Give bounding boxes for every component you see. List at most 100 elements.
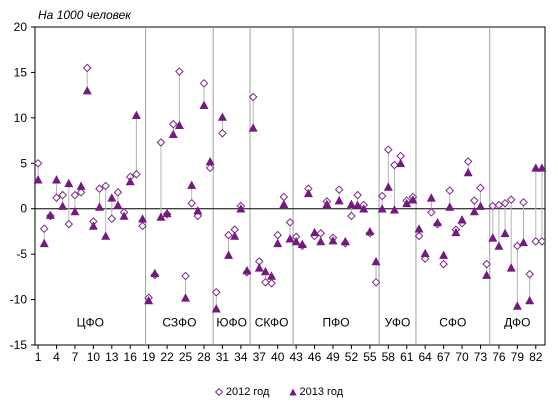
x-tick-label: 49 [326, 350, 340, 364]
point-2012 [396, 151, 405, 161]
point-2013 [70, 206, 80, 216]
point-2013 [76, 181, 86, 190]
diamond-open-icon [214, 388, 223, 396]
point-2012 [205, 163, 215, 173]
chart-svg: 20 15 10 5 0 -5 -10 -15 1 4 7 10 13 16 19 22 25 28 31 34 37 4… [10, 20, 547, 364]
x-tick-label: 58 [382, 350, 396, 364]
point-2013 [211, 304, 221, 313]
x-tick-label: 70 [455, 350, 469, 364]
x-tick-label: 19 [142, 350, 156, 364]
point-2013 [389, 205, 399, 214]
point-2012 [218, 128, 227, 138]
district-label: ЦФО [77, 315, 104, 329]
point-2013 [531, 163, 541, 172]
point-2012 [390, 160, 399, 170]
point-2012 [76, 188, 86, 197]
point-2013 [174, 120, 184, 129]
y-tick-label: 15 [14, 65, 28, 79]
legend-label-2012: 2012 год [225, 386, 270, 398]
point-2012 [384, 145, 393, 154]
point-2013 [414, 224, 424, 233]
point-2012 [181, 271, 190, 281]
point-2012 [537, 237, 547, 246]
point-2012 [52, 193, 61, 203]
point-2012 [445, 186, 455, 195]
point-2013 [181, 293, 191, 302]
point-2012 [33, 158, 43, 168]
point-2013 [101, 231, 111, 240]
x-tick-label: 64 [419, 350, 433, 364]
point-2012 [531, 237, 541, 246]
point-2012 [470, 196, 479, 205]
point-2013 [217, 112, 227, 121]
point-2013 [39, 238, 49, 248]
chart-legend: 2012 год 2013 год [0, 386, 558, 399]
point-2012 [156, 138, 166, 147]
legend-item-2012: 2012 год [214, 386, 270, 398]
point-2013 [475, 201, 485, 210]
district-label: ПФО [323, 315, 350, 329]
legend-label-2013: 2013 год [299, 386, 344, 398]
district-label: ДФО [504, 315, 530, 329]
point-2013 [107, 193, 117, 202]
x-tick-label: 1 [35, 350, 42, 364]
x-tick-label: 43 [289, 350, 303, 364]
point-2013 [205, 156, 215, 166]
point-2013 [58, 201, 68, 210]
x-tick-label: 13 [105, 350, 119, 364]
point-2013 [254, 263, 264, 272]
y-tick-label: 0 [20, 202, 27, 216]
legend-item-2013: 2013 год [288, 386, 344, 398]
y-tick-label: -10 [10, 293, 28, 307]
point-2013 [340, 236, 350, 246]
plot-frame [34, 26, 546, 346]
point-2012 [261, 278, 270, 287]
x-tick-label: 40 [271, 350, 285, 364]
point-2012 [101, 181, 110, 191]
x-tick-label: 79 [511, 350, 525, 364]
district-label: СКФО [255, 315, 289, 329]
point-2013 [162, 208, 172, 218]
triangle-filled-icon [288, 388, 297, 396]
y-tick-label: -15 [10, 338, 28, 352]
point-2012 [82, 63, 92, 73]
point-2013 [113, 200, 123, 209]
point-2013 [168, 129, 178, 139]
point-2013 [193, 206, 203, 215]
x-tick-label: 31 [216, 350, 230, 364]
point-2013 [316, 236, 326, 246]
point-2012 [267, 278, 276, 288]
point-2012 [273, 230, 283, 240]
x-tick-label: 61 [400, 350, 414, 364]
district-label: СЗФО [162, 315, 196, 329]
point-2012 [187, 198, 196, 208]
point-2013 [365, 226, 375, 236]
point-2013 [260, 266, 270, 276]
point-2013 [488, 233, 498, 242]
point-2013 [267, 271, 277, 280]
x-tick-label: 4 [53, 350, 60, 364]
y-unit-label: На 1000 человек [38, 8, 131, 22]
point-2013 [125, 176, 135, 186]
point-2013 [463, 167, 473, 177]
x-tick-label: 76 [492, 350, 506, 364]
point-2012 [95, 184, 104, 194]
point-2013 [95, 202, 105, 211]
x-tick-label: 16 [124, 350, 138, 364]
point-2012 [439, 259, 448, 269]
x-tick-label: 37 [253, 350, 267, 364]
point-2012 [506, 195, 516, 204]
point-2013 [402, 198, 412, 208]
point-2013 [144, 295, 154, 305]
point-2013 [138, 214, 148, 223]
point-2013 [377, 204, 387, 213]
point-2013 [273, 238, 283, 248]
x-tick-label: 82 [529, 350, 543, 364]
point-2012 [132, 169, 141, 179]
point-2012 [347, 211, 356, 221]
point-2012 [519, 198, 528, 207]
point-2013 [525, 295, 535, 305]
point-2012 [500, 198, 510, 208]
district-label: ЮФО [216, 315, 247, 329]
point-2012 [279, 192, 289, 202]
